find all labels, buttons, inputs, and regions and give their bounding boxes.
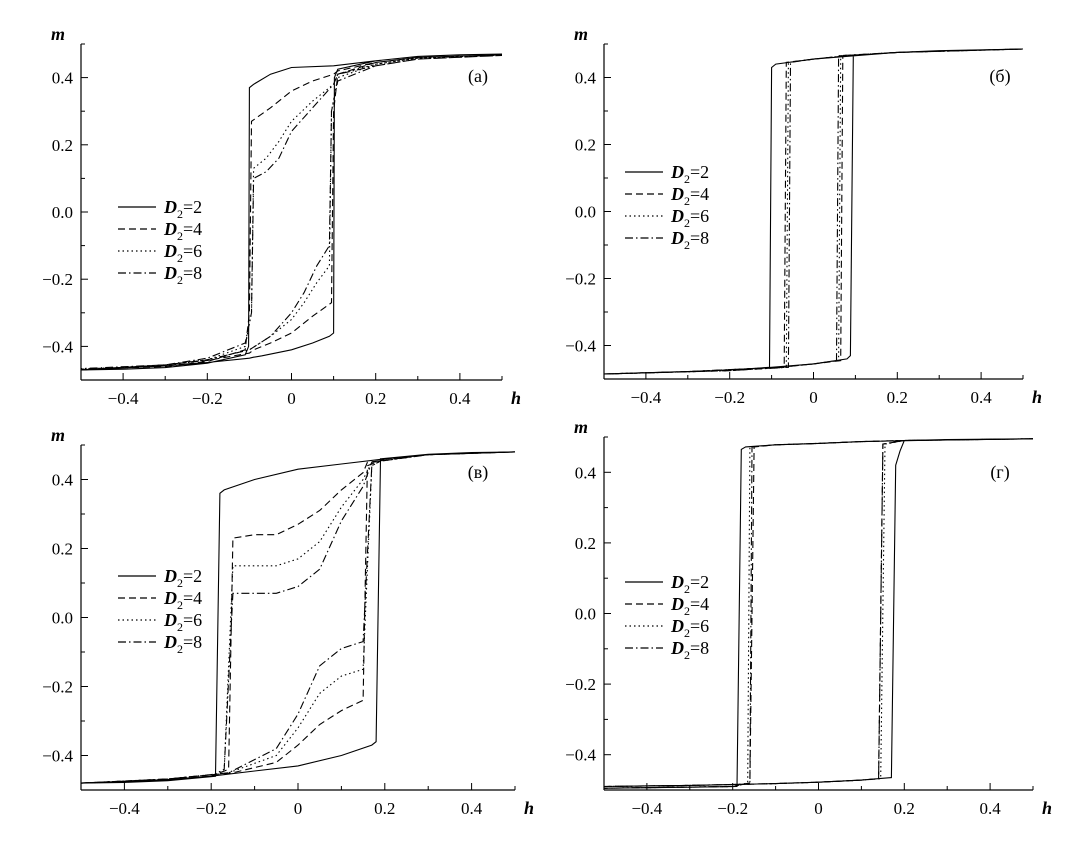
x-axis-label: h	[1032, 387, 1042, 407]
y-axis-label: m	[574, 24, 588, 44]
series-line-D2-6	[80, 54, 503, 371]
legend-label: D2=8	[163, 263, 202, 287]
legend-label: D2=2	[163, 566, 202, 590]
y-axis-label: m	[574, 417, 588, 437]
x-tick-label: −0.4	[109, 799, 140, 818]
chart-panel-1: −0.4 −0.2 0 0.2 0.4 0.4 0.2 0.0 −0.2 −0.4 m h (б) D2=…	[565, 24, 1042, 407]
x-tick-label: 0	[814, 799, 823, 818]
legend-label: D2=4	[163, 219, 202, 243]
series-line-D2-6	[80, 451, 516, 784]
legend-label: D2=4	[670, 594, 709, 618]
series-line-D2-2	[603, 48, 1024, 375]
y-tick-label: 0.2	[575, 136, 596, 155]
y-tick-label: 0.2	[52, 136, 73, 155]
legend-label: D2=6	[163, 241, 202, 265]
y-tick-label: 0.4	[52, 471, 74, 490]
legend-label: D2=6	[670, 616, 709, 640]
x-tick-label: −0.4	[631, 799, 662, 818]
x-axis-label: h	[511, 388, 521, 408]
y-tick-label: −0.2	[42, 270, 73, 289]
panel-label: (в)	[468, 462, 489, 483]
x-axis-label: h	[1042, 798, 1052, 818]
x-tick-label: 0.2	[887, 388, 908, 407]
y-tick-label: −0.2	[565, 675, 596, 694]
y-tick-label: 0.0	[52, 609, 73, 628]
chart-panel-0: −0.4 −0.2 0 0.2 0.4 0.4 0.2 0.0 −0.2 −0.4 m h (а) D2=…	[42, 24, 521, 408]
series-line-D2-4	[80, 451, 516, 784]
series-line-D2-6	[603, 438, 1034, 789]
y-tick-label: −0.2	[565, 270, 596, 289]
series-line-D2-4	[603, 438, 1034, 789]
series-line-D2-2	[603, 438, 1034, 789]
legend-label: D2=8	[670, 228, 709, 252]
x-tick-label: 0	[294, 799, 303, 818]
series-line-D2-6	[603, 48, 1024, 375]
legend-label: D2=6	[163, 610, 202, 634]
panel-label: (б)	[989, 66, 1010, 87]
series-line-D2-4	[603, 48, 1024, 375]
x-tick-label: 0	[809, 388, 818, 407]
x-tick-label: −0.2	[192, 389, 223, 408]
series-line-D2-4	[80, 54, 503, 371]
panel-label: (а)	[468, 66, 488, 87]
x-tick-label: −0.2	[714, 388, 745, 407]
y-tick-label: 0.0	[52, 203, 73, 222]
legend-label: D2=2	[670, 572, 709, 596]
legend-label: D2=2	[163, 197, 202, 221]
legend-label: D2=8	[163, 632, 202, 656]
x-tick-label: −0.2	[717, 799, 748, 818]
series-line-D2-8	[603, 48, 1024, 375]
y-tick-label: 0.2	[575, 534, 596, 553]
y-tick-label: 0.0	[575, 203, 596, 222]
y-tick-label: −0.4	[42, 747, 73, 766]
x-tick-label: 0.4	[449, 389, 471, 408]
x-tick-label: −0.2	[196, 799, 227, 818]
panel-label: (г)	[990, 462, 1009, 483]
y-tick-label: 0.0	[575, 605, 596, 624]
legend-label: D2=4	[163, 588, 202, 612]
series-line-D2-8	[603, 438, 1034, 789]
y-tick-label: 0.4	[575, 69, 597, 88]
y-tick-label: −0.4	[565, 746, 596, 765]
x-tick-label: −0.4	[108, 389, 139, 408]
x-tick-label: 0.4	[970, 388, 992, 407]
y-tick-label: −0.4	[42, 337, 73, 356]
y-tick-label: 0.2	[52, 540, 73, 559]
x-tick-label: 0.4	[461, 799, 483, 818]
x-axis-label: h	[524, 798, 534, 818]
chart-panel-2: −0.4 −0.2 0 0.2 0.4 0.4 0.2 0.0 −0.2 −0.4 m h (в) D2=…	[42, 425, 534, 818]
x-tick-label: −0.4	[630, 388, 661, 407]
legend-label: D2=2	[670, 162, 709, 186]
y-axis-label: m	[51, 24, 65, 44]
y-tick-label: 0.4	[575, 463, 597, 482]
y-tick-label: −0.4	[565, 337, 596, 356]
x-tick-label: 0.2	[894, 799, 915, 818]
series-line-D2-8	[80, 451, 516, 784]
y-axis-label: m	[51, 425, 65, 445]
y-tick-label: 0.4	[52, 69, 74, 88]
legend-label: D2=8	[670, 638, 709, 662]
series-line-D2-2	[80, 53, 503, 371]
legend-label: D2=6	[670, 206, 709, 230]
x-tick-label: 0.2	[374, 799, 395, 818]
x-tick-label: 0.2	[365, 389, 386, 408]
y-tick-label: −0.2	[42, 678, 73, 697]
series-line-D2-2	[80, 451, 516, 784]
x-tick-label: 0	[287, 389, 296, 408]
chart-panel-3: −0.4 −0.2 0 0.2 0.4 0.4 0.2 0.0 −0.2 −0.4 m h (г) D2=…	[565, 417, 1052, 818]
x-tick-label: 0.4	[979, 799, 1001, 818]
legend-label: D2=4	[670, 184, 709, 208]
series-line-D2-8	[80, 54, 503, 371]
